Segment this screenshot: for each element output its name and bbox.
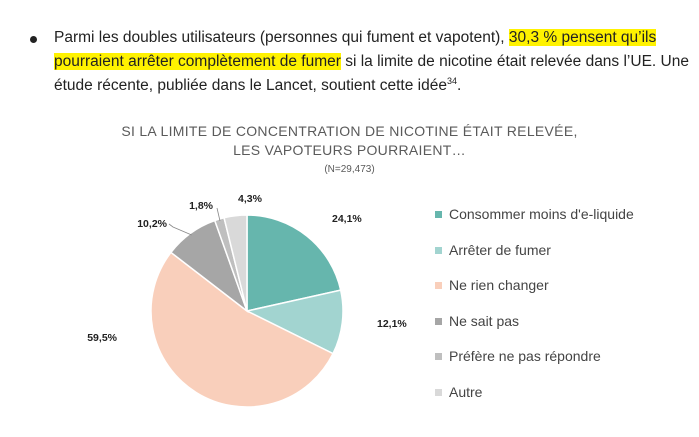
slice-label-arreter-fumer: 12,1% bbox=[377, 318, 407, 330]
legend-swatch bbox=[435, 353, 442, 361]
legend-swatch bbox=[435, 282, 442, 290]
pie-slice-consommer-moins bbox=[246, 214, 342, 312]
legend-item-autre: Autre bbox=[435, 382, 634, 418]
slice-label-prefere-ne-pas-repondre: 1,8% bbox=[189, 200, 214, 212]
legend-item-ne-sait-pas: Ne sait pas bbox=[435, 311, 634, 347]
bullet-text-end: . bbox=[456, 77, 462, 94]
pie-slice-rien-changer bbox=[150, 251, 335, 408]
bullet-text: Parmi les doubles utilisateurs (personne… bbox=[54, 26, 690, 98]
legend-swatch bbox=[435, 317, 442, 325]
legend-item-arreter-fumer: Arrêter de fumer bbox=[435, 240, 634, 276]
chart-title-line1: SI LA LIMITE DE CONCENTRATION DE NICOTIN… bbox=[121, 123, 578, 139]
leader-line-prefere-ne-pas-repondre bbox=[216, 207, 221, 222]
pie-slice-autre bbox=[223, 214, 248, 312]
slice-label-consommer-moins: 24,1% bbox=[332, 213, 362, 225]
legend-item-rien-changer: Ne rien changer bbox=[435, 275, 634, 311]
legend-item-consommer-moins: Consommer moins d'e-liquide bbox=[435, 204, 634, 240]
legend-swatch bbox=[435, 211, 442, 218]
legend-label: Consommer moins d'e-liquide bbox=[449, 206, 634, 222]
footnote-ref: 34 bbox=[446, 75, 457, 86]
chart-sample-size: (N=29,473) bbox=[324, 164, 375, 175]
legend-label: Ne sait pas bbox=[449, 312, 520, 329]
legend-label: Autre bbox=[449, 383, 483, 400]
legend-label: Arrêter de fumer bbox=[449, 241, 551, 258]
chart-legend: Consommer moins d'e-liquide Arrêter de fu… bbox=[435, 204, 634, 418]
bullet-dot bbox=[30, 36, 37, 43]
slice-label-rien-changer: 59,5% bbox=[87, 332, 117, 344]
legend-swatch bbox=[435, 246, 442, 254]
leader-line-ne-sait-pas bbox=[168, 223, 192, 236]
slice-label-autre: 4,3% bbox=[238, 193, 263, 205]
chart-title-line2: LES VAPOTEURS POURRAIENT… bbox=[233, 142, 466, 158]
legend-label: Préfère ne pas répondre bbox=[449, 348, 601, 365]
bullet-text-after: si la limite de nicotine était relevée d… bbox=[54, 53, 689, 94]
bullet-text-before: Parmi les doubles utilisateurs (personne… bbox=[54, 29, 509, 46]
legend-item-prefere-ne-pas-repondre: Préfère ne pas répondre bbox=[435, 346, 634, 382]
slice-label-ne-sait-pas: 10,2% bbox=[137, 218, 167, 230]
legend-swatch bbox=[435, 388, 442, 396]
legend-label: Ne rien changer bbox=[449, 277, 549, 294]
